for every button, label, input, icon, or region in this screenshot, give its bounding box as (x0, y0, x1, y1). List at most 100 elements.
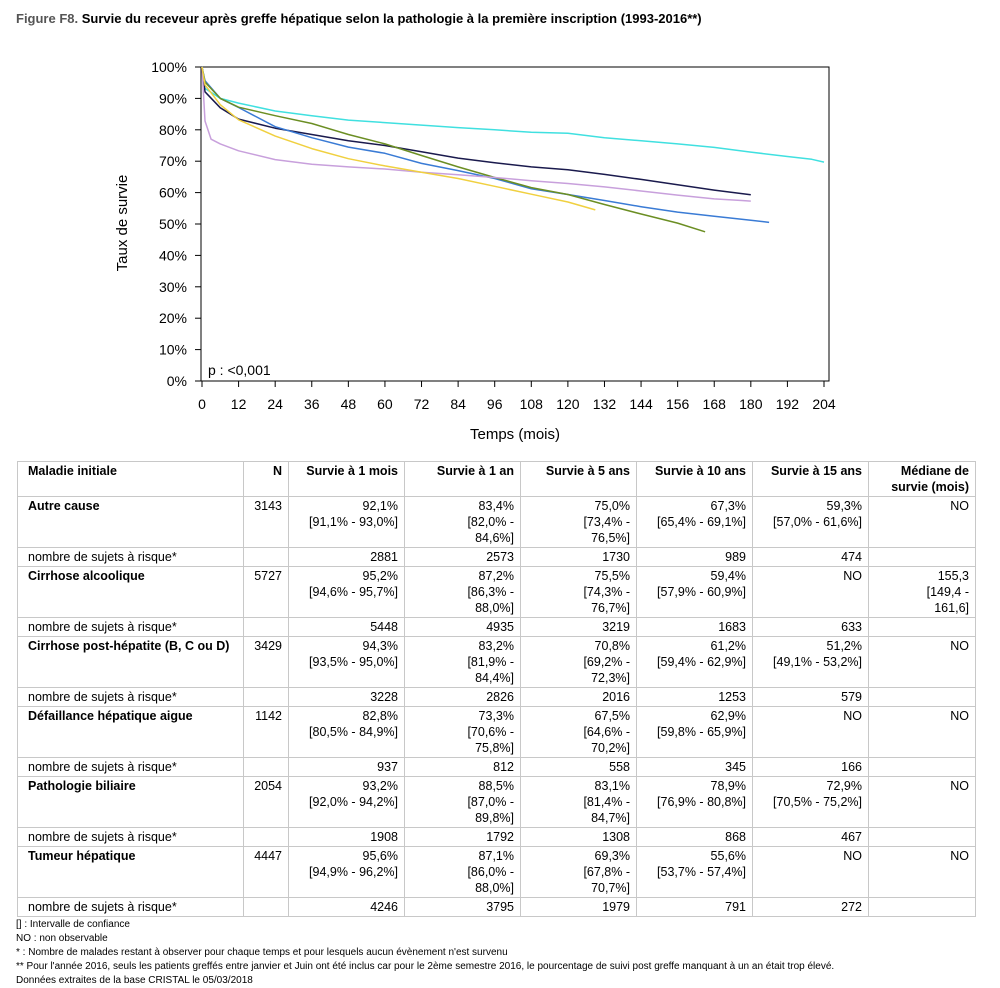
cell-line: 93,2% (362, 779, 398, 793)
cell-line: [94,9% - 96,2%] (309, 865, 398, 879)
cell-line: [91,1% - 93,0%] (309, 515, 398, 529)
cell-line: [86,3% - (467, 585, 514, 599)
risk-count: 937 (288, 757, 405, 777)
cell-line: 70,8% (594, 639, 630, 653)
patient-count: 5727 (243, 566, 289, 618)
empty-cell (868, 547, 976, 567)
footnotes: [] : Intervalle de confiance NO : non ob… (16, 918, 834, 988)
cell-line: [92,0% - 94,2%] (309, 795, 398, 809)
cell-line: 59,3% (826, 499, 862, 513)
cell-line: [81,4% - (583, 795, 630, 809)
survival-cell: 73,3% [70,6% - 75,8%] (404, 706, 521, 758)
cell-line: [59,8% - 65,9%] (657, 725, 746, 739)
survival-curve-line (201, 66, 751, 202)
column-header: Survie à 5 ans (520, 461, 637, 497)
empty-cell (243, 687, 289, 707)
cell-line: 61,2% (710, 639, 746, 653)
cell-line: 83,1% (594, 779, 630, 793)
risk-label: nombre de sujets à risque* (17, 897, 244, 917)
risk-count: 633 (752, 617, 869, 637)
cell-line: [87,0% - (467, 795, 514, 809)
column-header: Survie à 1 mois (288, 461, 405, 497)
table-row: Défaillance hépatique aigue 1142 82,8% [80,… (17, 706, 976, 758)
survival-cell: 94,3% [93,5% - 95,0%] (288, 636, 405, 688)
cell-line: [76,9% - 80,8%] (657, 795, 746, 809)
survival-cell: 51,2% [49,1% - 53,2%] (752, 636, 869, 688)
cell-line: NO (950, 779, 969, 793)
risk-count: 3228 (288, 687, 405, 707)
cell-line: 59,4% (710, 569, 746, 583)
x-axis: 0 12 24 36 48 60 72 84 96 108 120 132 144 156 168 180 19… (198, 381, 836, 412)
cell-line: [80,5% - 84,9%] (309, 725, 398, 739)
x-tick-label: 192 (776, 396, 800, 412)
survival-cell: 87,2% [86,3% - 88,0%] (404, 566, 521, 618)
cell-line: 67,5% (594, 709, 630, 723)
cell-line: 72,9% (826, 779, 862, 793)
footnote: Données extraites de la base CRISTAL le … (16, 975, 253, 986)
cell-line: 70,7%] (591, 881, 630, 895)
risk-count: 558 (520, 757, 637, 777)
y-tick-label: 80% (159, 122, 187, 138)
risk-count: 474 (752, 547, 869, 567)
survival-cell: 67,3% [65,4% - 69,1%] (636, 496, 753, 548)
cell-line: 75,0% (594, 499, 630, 513)
cell-line: 83,2% (478, 639, 514, 653)
risk-row: nombre de sujets à risque* 5448 4935 3219 16… (17, 617, 976, 637)
survival-cell: NO (868, 846, 976, 898)
survival-cell: 83,2% [81,9% - 84,4%] (404, 636, 521, 688)
x-tick-label: 96 (487, 396, 503, 412)
cell-line: NO (843, 709, 862, 723)
survival-cell: 72,9% [70,5% - 75,2%] (752, 776, 869, 828)
cell-line: 72,3%] (591, 671, 630, 685)
cell-line: 73,3% (478, 709, 514, 723)
survival-cell: 93,2% [92,0% - 94,2%] (288, 776, 405, 828)
cell-line: [64,6% - (583, 725, 630, 739)
cell-line: [70,6% - (467, 725, 514, 739)
risk-count: 4246 (288, 897, 405, 917)
cell-line: [70,5% - 75,2%] (773, 795, 862, 809)
risk-count: 989 (636, 547, 753, 567)
cell-line: 87,1% (478, 849, 514, 863)
empty-cell (868, 757, 976, 777)
y-tick-label: 40% (159, 247, 187, 263)
empty-cell (868, 687, 976, 707)
y-tick-label: 10% (159, 342, 187, 358)
cell-line: [53,7% - 57,4%] (657, 865, 746, 879)
x-tick-label: 0 (198, 396, 206, 412)
x-tick-label: 144 (629, 396, 653, 412)
empty-cell (243, 757, 289, 777)
survival-table: Maladie initiale N Survie à 1 mois Survie à… (17, 461, 976, 917)
x-tick-label: 156 (666, 396, 690, 412)
cell-line: 94,3% (362, 639, 398, 653)
cell-line: 95,2% (362, 569, 398, 583)
p-value-annotation: p : <0,001 (208, 362, 271, 378)
cell-line: 67,3% (710, 499, 746, 513)
cell-line: NO (950, 849, 969, 863)
survival-curves (201, 66, 825, 233)
cell-line: 75,8%] (475, 741, 514, 755)
column-header: Maladie initiale (17, 461, 244, 497)
disease-name: Cirrhose alcoolique (17, 566, 244, 618)
cell-line: [149,4 - (926, 585, 969, 599)
risk-label: nombre de sujets à risque* (17, 757, 244, 777)
x-tick-label: 72 (414, 396, 430, 412)
disease-name: Autre cause (17, 496, 244, 548)
cell-line: [49,1% - 53,2%] (773, 655, 862, 669)
risk-count: 868 (636, 827, 753, 847)
risk-count: 467 (752, 827, 869, 847)
risk-label: nombre de sujets à risque* (17, 547, 244, 567)
empty-cell (243, 897, 289, 917)
risk-count: 1683 (636, 617, 753, 637)
y-tick-label: 0% (167, 373, 187, 389)
cell-line: NO (950, 639, 969, 653)
risk-row: nombre de sujets à risque* 2881 2573 1730 98… (17, 547, 976, 567)
risk-count: 4935 (404, 617, 521, 637)
risk-row: nombre de sujets à risque* 3228 2826 2016 12… (17, 687, 976, 707)
footnote: NO : non observable (16, 933, 108, 944)
survival-cell: 62,9% [59,8% - 65,9%] (636, 706, 753, 758)
survival-cell: 92,1% [91,1% - 93,0%] (288, 496, 405, 548)
y-tick-label: 30% (159, 279, 187, 295)
cell-line: 88,0%] (475, 601, 514, 615)
empty-cell (243, 547, 289, 567)
survival-cell: 95,2% [94,6% - 95,7%] (288, 566, 405, 618)
